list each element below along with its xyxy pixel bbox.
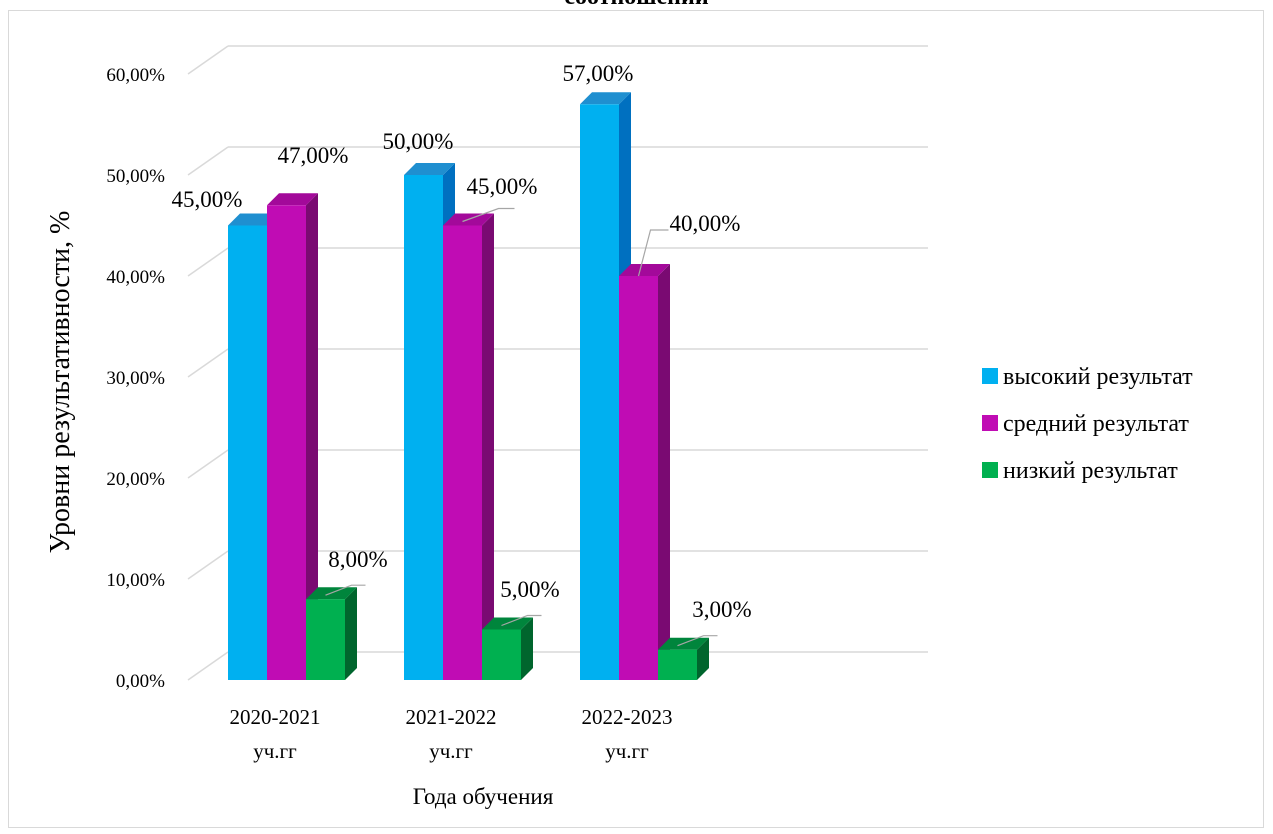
legend-swatch	[982, 368, 998, 384]
category-label: уч.гг	[253, 739, 297, 763]
category-label: 2021-2022	[406, 705, 497, 729]
bar-top	[580, 92, 631, 105]
y-tick-label: 30,00%	[106, 368, 165, 389]
bar	[306, 587, 357, 680]
legend-label: низкий результат	[1003, 458, 1178, 484]
y-tick-label: 10,00%	[106, 570, 165, 591]
data-label: 8,00%	[328, 547, 387, 572]
gridline-depth	[187, 146, 229, 176]
bar	[443, 213, 494, 680]
data-label: 50,00%	[383, 129, 454, 154]
category-label: уч.гг	[605, 739, 649, 763]
bar	[619, 264, 670, 680]
gridline-depth	[187, 449, 229, 479]
bar-front	[404, 175, 443, 680]
bar-side	[482, 213, 494, 680]
category-label: 2022-2023	[582, 705, 673, 729]
bar-side	[697, 637, 709, 680]
y-tick-label: 20,00%	[106, 469, 165, 490]
y-tick-labels: 0,00% 10,00% 20,00% 30,00% 40,00% 50,00% 60,00…	[106, 65, 165, 692]
leader-line	[462, 207, 515, 223]
bar-front	[482, 629, 521, 680]
chart-title: соотношений	[0, 0, 1273, 11]
y-tick-label: 50,00%	[106, 166, 165, 187]
leader-line	[501, 614, 542, 627]
y-tick-label: 0,00%	[116, 671, 165, 692]
bar-top	[404, 163, 455, 175]
bar-front	[443, 225, 482, 680]
legend: высокий результат средний результат низкий…	[982, 364, 1193, 484]
gridline-depth	[187, 247, 229, 277]
bar-top	[267, 193, 318, 206]
bar-top	[619, 264, 670, 276]
gridlines	[187, 45, 928, 681]
legend-swatch	[982, 415, 998, 431]
data-labels: 45,00% 50,00% 57,00% 47,00% 45,00% 40,00% 8,00…	[172, 61, 752, 622]
y-axis-title: Уровни результативности, %	[45, 211, 76, 554]
legend-label: средний результат	[1003, 411, 1189, 437]
data-label: 3,00%	[692, 597, 751, 622]
leader-lines	[325, 207, 718, 647]
gridline-depth	[187, 348, 229, 378]
y-tick-label: 40,00%	[106, 267, 165, 288]
bar-side	[345, 587, 357, 680]
bar-front	[580, 104, 619, 681]
bar-top	[228, 213, 279, 226]
gridline-depth	[187, 651, 229, 681]
data-label: 47,00%	[278, 143, 349, 168]
data-label: 40,00%	[670, 211, 741, 236]
data-label: 5,00%	[500, 577, 559, 602]
y-tick-label: 60,00%	[106, 65, 165, 86]
bar-side	[521, 617, 533, 680]
category-label: уч.гг	[429, 739, 473, 763]
leader-line	[677, 635, 718, 647]
category-label: 2020-2021	[230, 705, 321, 729]
bar-front	[619, 276, 658, 680]
x-axis-title: Года обучения	[413, 784, 554, 809]
leader-line	[637, 229, 669, 277]
bar-front	[306, 599, 345, 680]
bar-front	[228, 225, 267, 680]
data-label: 45,00%	[467, 174, 538, 199]
bar	[658, 637, 709, 680]
leader-line	[325, 584, 366, 596]
legend-label: высокий результат	[1003, 364, 1193, 390]
bar-front	[658, 649, 697, 680]
bar-side	[306, 193, 318, 681]
bars	[228, 92, 709, 681]
gridline-depth	[187, 550, 229, 580]
bar	[482, 617, 533, 680]
legend-swatch	[982, 462, 998, 478]
data-label: 57,00%	[563, 61, 634, 86]
bar-front	[267, 205, 306, 681]
data-label: 45,00%	[172, 187, 243, 212]
bar-side	[658, 264, 670, 680]
category-labels: 2020-2021 уч.гг 2021-2022 уч.гг 2022-2023 уч.…	[230, 705, 673, 763]
gridline-depth	[187, 45, 229, 75]
bar	[267, 193, 318, 681]
